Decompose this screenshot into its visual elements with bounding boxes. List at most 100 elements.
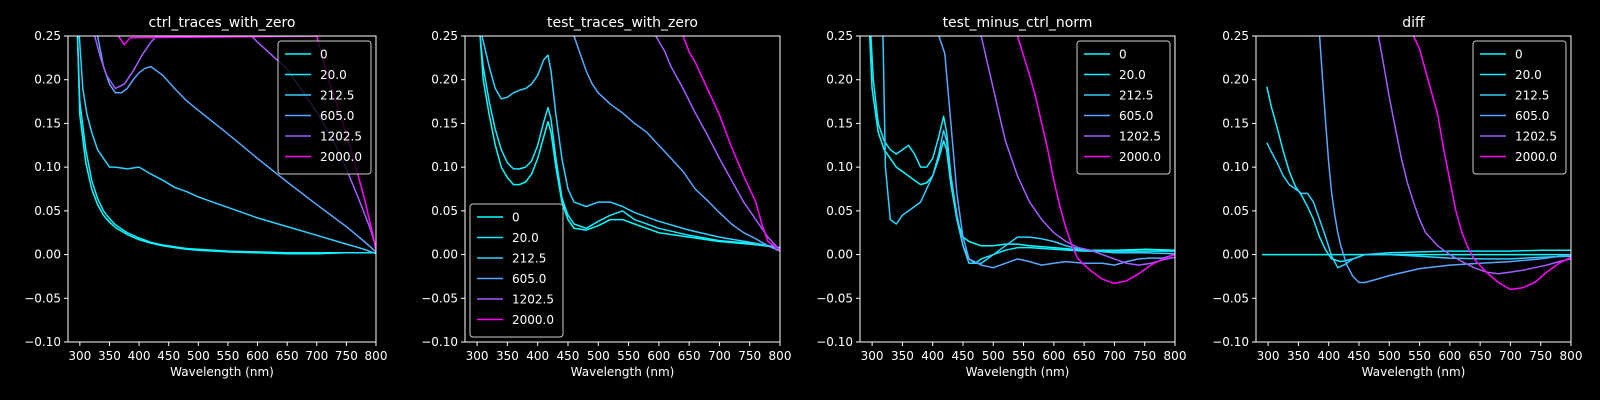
y-tick-label: 0.05 xyxy=(826,204,853,218)
x-tick-label: 350 xyxy=(1287,349,1310,363)
x-tick-label: 800 xyxy=(365,349,388,363)
y-tick-label: 0.10 xyxy=(34,160,61,174)
legend-label: 1202.5 xyxy=(1515,130,1557,144)
x-axis-label: Wavelength (nm) xyxy=(571,365,675,379)
series-line-212.5 xyxy=(481,36,780,249)
x-tick-label: 700 xyxy=(1499,349,1522,363)
series-line-605.0 xyxy=(938,36,1175,269)
legend-label: 212.5 xyxy=(1119,89,1153,103)
plot-frame xyxy=(67,35,377,343)
x-tick-label: 400 xyxy=(921,349,944,363)
x-tick-label: 750 xyxy=(335,349,358,363)
series-line-20.0 xyxy=(76,36,376,254)
y-tick-label: 0.15 xyxy=(1222,116,1249,130)
x-tick-label: 300 xyxy=(466,349,489,363)
series-line-1202.5 xyxy=(655,36,780,251)
chart-panel-1: 300 350 400 450 500 550 600 650 700 750 800 −0.10 −0… xyxy=(24,15,387,379)
series-line-605.0 xyxy=(96,36,376,253)
legend: 0 20.0 212.5 605.0 1202.5 2000.0 xyxy=(1076,40,1171,175)
y-tick-label: −0.10 xyxy=(24,335,61,349)
series-line-2000.0 xyxy=(1016,36,1175,285)
y-tick-label: 0.00 xyxy=(431,248,458,262)
x-tick-label: 650 xyxy=(1469,349,1492,363)
legend: 0 20.0 212.5 605.0 1202.5 2000.0 xyxy=(1472,40,1567,175)
y-tick-label: 0.10 xyxy=(826,160,853,174)
legend: 0 20.0 212.5 605.0 1202.5 2000.0 xyxy=(469,203,564,338)
x-tick-label: 400 xyxy=(128,349,151,363)
series-line-212.5 xyxy=(1266,142,1571,269)
x-tick-label: 400 xyxy=(1317,349,1340,363)
y-tick-label: 0.25 xyxy=(826,29,853,43)
series-line-2000.0 xyxy=(1412,36,1571,291)
plot-frame xyxy=(1255,35,1572,343)
series-line-20.0 xyxy=(1266,86,1571,263)
x-tick-label: 550 xyxy=(617,349,640,363)
y-tick-label: −0.05 xyxy=(421,291,458,305)
y-tick-label: −0.10 xyxy=(1212,335,1249,349)
y-tick-label: 0.20 xyxy=(34,73,61,87)
y-tick-label: −0.05 xyxy=(816,291,853,305)
y-tick-label: 0.20 xyxy=(826,73,853,87)
legend: 0 20.0 212.5 605.0 1202.5 2000.0 xyxy=(277,40,372,175)
x-tick-label: 650 xyxy=(276,349,299,363)
x-tick-label: 700 xyxy=(708,349,731,363)
y-tick-label: 0.00 xyxy=(34,248,61,262)
legend-label: 212.5 xyxy=(320,89,354,103)
x-tick-label: 800 xyxy=(1164,349,1187,363)
legend-label: 605.0 xyxy=(512,272,546,286)
y-tick-label: 0.05 xyxy=(34,204,61,218)
x-tick-label: 350 xyxy=(496,349,519,363)
series-line-0 xyxy=(479,36,780,249)
x-tick-label: 450 xyxy=(157,349,180,363)
series-line-1202.5 xyxy=(1377,36,1571,275)
x-tick-label: 350 xyxy=(891,349,914,363)
y-tick-label: 0.15 xyxy=(826,116,853,130)
x-tick-label: 450 xyxy=(1348,349,1371,363)
legend-label: 0 xyxy=(1515,48,1523,62)
y-tick-label: −0.10 xyxy=(816,335,853,349)
y-tick-label: 0.25 xyxy=(431,29,458,43)
x-tick-label: 550 xyxy=(216,349,239,363)
x-tick-label: 350 xyxy=(98,349,121,363)
chart-title: test_minus_ctrl_norm xyxy=(943,15,1093,31)
legend-label: 2000.0 xyxy=(1119,150,1161,164)
chart-title: test_traces_with_zero xyxy=(547,15,698,31)
x-tick-label: 450 xyxy=(557,349,580,363)
y-tick-label: −0.05 xyxy=(24,291,61,305)
x-tick-label: 700 xyxy=(1103,349,1126,363)
x-tick-label: 800 xyxy=(1560,349,1583,363)
legend-label: 605.0 xyxy=(1515,109,1549,123)
legend-label: 1202.5 xyxy=(320,130,362,144)
x-tick-label: 750 xyxy=(1133,349,1156,363)
series-group xyxy=(868,36,1175,285)
plot-frame xyxy=(464,35,781,343)
y-tick-label: −0.10 xyxy=(421,335,458,349)
x-tick-label: 650 xyxy=(1073,349,1096,363)
series-line-1202.5 xyxy=(980,36,1175,266)
plot-frame xyxy=(859,35,1176,343)
legend-label: 20.0 xyxy=(320,68,347,82)
x-tick-label: 300 xyxy=(1257,349,1280,363)
y-tick-label: 0.25 xyxy=(1222,29,1249,43)
x-tick-label: 550 xyxy=(1012,349,1035,363)
x-tick-label: 600 xyxy=(647,349,670,363)
legend-label: 0 xyxy=(512,211,520,225)
legend-label: 20.0 xyxy=(512,231,539,245)
y-tick-label: 0.05 xyxy=(431,204,458,218)
chart-panel-4: 300 350 400 450 500 550 600 650 700 750 800 −0.10 −0… xyxy=(1212,15,1582,379)
y-tick-label: −0.05 xyxy=(1212,291,1249,305)
legend-label: 20.0 xyxy=(1119,68,1146,82)
series-line-605.0 xyxy=(1318,36,1571,284)
x-tick-label: 550 xyxy=(1408,349,1431,363)
legend-label: 1202.5 xyxy=(512,293,554,307)
legend-label: 212.5 xyxy=(1515,89,1549,103)
x-tick-label: 500 xyxy=(587,349,610,363)
series-line-20.0 xyxy=(479,36,780,249)
x-axis-label: Wavelength (nm) xyxy=(966,365,1070,379)
x-tick-label: 600 xyxy=(246,349,269,363)
x-tick-label: 800 xyxy=(769,349,792,363)
legend-label: 2000.0 xyxy=(512,313,554,327)
legend-label: 605.0 xyxy=(1119,109,1153,123)
